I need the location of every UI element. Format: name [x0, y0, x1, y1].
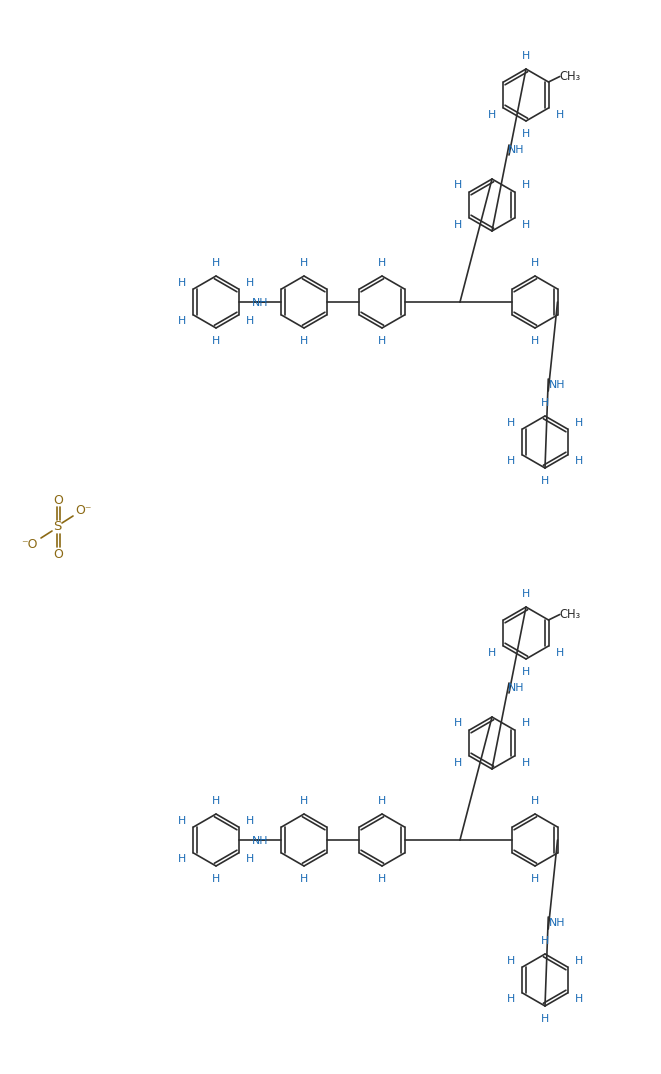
Text: H: H	[300, 336, 308, 346]
Text: H: H	[488, 110, 496, 119]
Text: H: H	[378, 874, 386, 884]
Text: H: H	[522, 50, 530, 61]
Text: NH: NH	[508, 683, 524, 693]
Text: H: H	[507, 456, 516, 466]
Text: NH: NH	[252, 297, 268, 308]
Text: H: H	[300, 874, 308, 884]
Text: H: H	[378, 258, 386, 268]
Text: H: H	[531, 796, 539, 806]
Text: H: H	[178, 317, 186, 326]
Text: H: H	[556, 648, 564, 657]
Text: NH: NH	[549, 918, 566, 928]
Text: H: H	[531, 874, 539, 884]
Text: CH₃: CH₃	[559, 70, 580, 83]
Text: H: H	[541, 398, 549, 408]
Text: ⁻O: ⁻O	[20, 537, 37, 551]
Text: H: H	[246, 855, 254, 865]
Text: H: H	[454, 219, 462, 230]
Text: H: H	[522, 129, 530, 139]
Text: H: H	[507, 956, 516, 966]
Text: H: H	[541, 476, 549, 487]
Text: H: H	[574, 456, 583, 466]
Text: H: H	[378, 796, 386, 806]
Text: H: H	[522, 219, 530, 230]
Text: CH₃: CH₃	[559, 608, 580, 621]
Text: H: H	[541, 937, 549, 946]
Text: H: H	[178, 855, 186, 865]
Text: H: H	[531, 258, 539, 268]
Text: O⁻: O⁻	[76, 504, 93, 517]
Text: H: H	[212, 874, 220, 884]
Text: H: H	[178, 815, 186, 826]
Text: O: O	[53, 493, 63, 507]
Text: H: H	[556, 110, 564, 119]
Text: H: H	[574, 995, 583, 1004]
Text: H: H	[507, 995, 516, 1004]
Text: H: H	[300, 796, 308, 806]
Text: O: O	[53, 548, 63, 561]
Text: H: H	[178, 277, 186, 288]
Text: H: H	[488, 648, 496, 657]
Text: S: S	[53, 521, 61, 534]
Text: H: H	[378, 336, 386, 346]
Text: H: H	[300, 258, 308, 268]
Text: H: H	[522, 757, 530, 768]
Text: H: H	[541, 1014, 549, 1024]
Text: NH: NH	[252, 836, 268, 846]
Text: H: H	[212, 336, 220, 346]
Text: H: H	[246, 277, 254, 288]
Text: NH: NH	[508, 145, 524, 155]
Text: H: H	[454, 757, 462, 768]
Text: NH: NH	[549, 380, 566, 390]
Text: H: H	[574, 418, 583, 427]
Text: H: H	[522, 589, 530, 599]
Text: H: H	[246, 317, 254, 326]
Text: H: H	[212, 796, 220, 806]
Text: H: H	[522, 719, 530, 728]
Text: H: H	[522, 180, 530, 190]
Text: H: H	[212, 258, 220, 268]
Text: H: H	[454, 180, 462, 190]
Text: H: H	[246, 815, 254, 826]
Text: H: H	[531, 336, 539, 346]
Text: H: H	[574, 956, 583, 966]
Text: H: H	[507, 418, 516, 427]
Text: H: H	[522, 667, 530, 677]
Text: H: H	[454, 719, 462, 728]
